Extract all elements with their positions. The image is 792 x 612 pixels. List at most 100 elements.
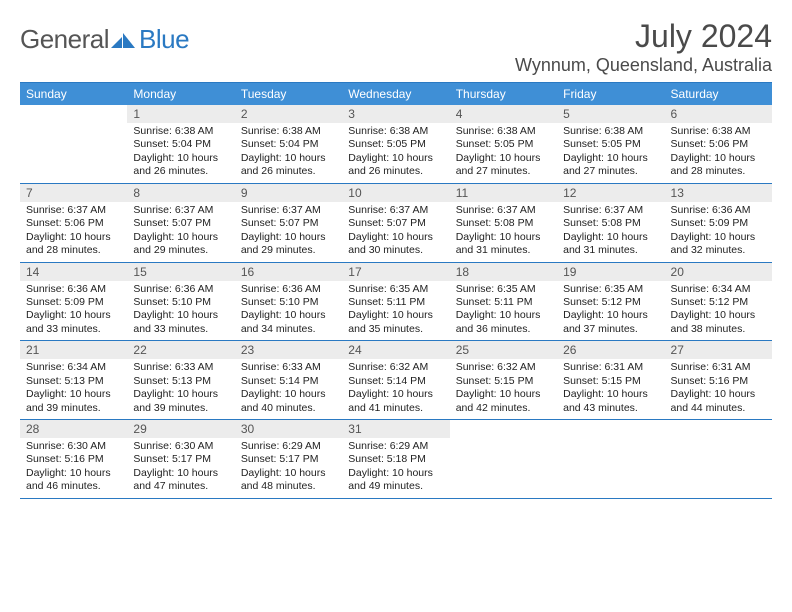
daybody-row: Sunrise: 6:30 AMSunset: 5:16 PMDaylight:… (20, 438, 772, 498)
day-info-line: Sunset: 5:14 PM (241, 375, 338, 388)
day-info-line: Daylight: 10 hours and 34 minutes. (241, 309, 338, 336)
day-number: 30 (235, 420, 342, 438)
day-info-line: Sunset: 5:18 PM (348, 453, 445, 466)
day-info-line: Daylight: 10 hours and 28 minutes. (26, 231, 123, 258)
day-info-line: Sunset: 5:17 PM (241, 453, 338, 466)
daynum-bar: 123456 (20, 105, 772, 123)
day-cell: Sunrise: 6:36 AMSunset: 5:09 PMDaylight:… (20, 281, 127, 341)
day-info-line: Sunset: 5:04 PM (241, 138, 338, 151)
day-cell: Sunrise: 6:31 AMSunset: 5:15 PMDaylight:… (557, 359, 664, 419)
day-info-line: Sunset: 5:05 PM (563, 138, 660, 151)
day-info-line: Daylight: 10 hours and 30 minutes. (348, 231, 445, 258)
day-info-line: Sunset: 5:16 PM (671, 375, 768, 388)
day-info-line: Sunrise: 6:34 AM (26, 361, 123, 374)
day-info-line: Sunset: 5:06 PM (671, 138, 768, 151)
day-info-line: Daylight: 10 hours and 48 minutes. (241, 467, 338, 494)
day-info-line: Sunrise: 6:35 AM (456, 283, 553, 296)
day-info-line: Daylight: 10 hours and 39 minutes. (133, 388, 230, 415)
day-number: 4 (450, 105, 557, 123)
daynum-bar: 28293031 (20, 420, 772, 438)
day-header: Tuesday (235, 83, 342, 105)
day-header: Friday (557, 83, 664, 105)
day-cell: Sunrise: 6:37 AMSunset: 5:06 PMDaylight:… (20, 202, 127, 262)
day-info-line: Sunset: 5:10 PM (241, 296, 338, 309)
day-number (20, 105, 127, 123)
day-info-line: Sunset: 5:09 PM (26, 296, 123, 309)
day-number: 26 (557, 341, 664, 359)
brand-mark-icon (111, 30, 137, 50)
day-info-line: Sunset: 5:06 PM (26, 217, 123, 230)
day-cell: Sunrise: 6:35 AMSunset: 5:11 PMDaylight:… (450, 281, 557, 341)
day-info-line: Daylight: 10 hours and 33 minutes. (26, 309, 123, 336)
day-info-line: Sunset: 5:07 PM (133, 217, 230, 230)
day-info-line: Sunset: 5:08 PM (563, 217, 660, 230)
day-info-line: Daylight: 10 hours and 43 minutes. (563, 388, 660, 415)
day-header: Wednesday (342, 83, 449, 105)
day-info-line: Sunrise: 6:37 AM (133, 204, 230, 217)
day-number: 18 (450, 263, 557, 281)
day-number: 28 (20, 420, 127, 438)
day-info-line: Sunrise: 6:37 AM (26, 204, 123, 217)
day-number: 31 (342, 420, 449, 438)
day-info-line: Sunrise: 6:32 AM (456, 361, 553, 374)
day-info-line: Daylight: 10 hours and 26 minutes. (133, 152, 230, 179)
day-cell: Sunrise: 6:33 AMSunset: 5:14 PMDaylight:… (235, 359, 342, 419)
day-info-line: Sunset: 5:13 PM (133, 375, 230, 388)
day-info-line: Daylight: 10 hours and 31 minutes. (563, 231, 660, 258)
day-info-line: Sunset: 5:08 PM (456, 217, 553, 230)
calendar-page: General Blue July 2024 Wynnum, Queenslan… (0, 0, 792, 509)
day-cell: Sunrise: 6:34 AMSunset: 5:13 PMDaylight:… (20, 359, 127, 419)
daybody-row: Sunrise: 6:36 AMSunset: 5:09 PMDaylight:… (20, 281, 772, 341)
day-cell: Sunrise: 6:32 AMSunset: 5:14 PMDaylight:… (342, 359, 449, 419)
calendar-header-row: Sunday Monday Tuesday Wednesday Thursday… (20, 83, 772, 105)
day-info-line: Sunrise: 6:36 AM (241, 283, 338, 296)
day-info-line: Sunrise: 6:29 AM (348, 440, 445, 453)
daynum-bar: 21222324252627 (20, 341, 772, 359)
day-number: 24 (342, 341, 449, 359)
day-info-line: Daylight: 10 hours and 29 minutes. (241, 231, 338, 258)
calendar-week-row: 28293031Sunrise: 6:30 AMSunset: 5:16 PMD… (20, 420, 772, 499)
brand-text-1: General (20, 24, 109, 55)
day-cell: Sunrise: 6:35 AMSunset: 5:12 PMDaylight:… (557, 281, 664, 341)
day-cell: Sunrise: 6:30 AMSunset: 5:16 PMDaylight:… (20, 438, 127, 498)
day-info-line: Sunrise: 6:33 AM (133, 361, 230, 374)
day-info-line: Daylight: 10 hours and 44 minutes. (671, 388, 768, 415)
day-cell: Sunrise: 6:38 AMSunset: 5:05 PMDaylight:… (342, 123, 449, 183)
day-info-line: Sunset: 5:12 PM (563, 296, 660, 309)
day-cell (20, 123, 127, 183)
day-number: 7 (20, 184, 127, 202)
day-info-line: Sunset: 5:07 PM (241, 217, 338, 230)
day-info-line: Sunset: 5:05 PM (348, 138, 445, 151)
day-number: 25 (450, 341, 557, 359)
day-number: 11 (450, 184, 557, 202)
day-info-line: Sunset: 5:11 PM (456, 296, 553, 309)
day-info-line: Sunrise: 6:38 AM (133, 125, 230, 138)
day-info-line: Sunset: 5:07 PM (348, 217, 445, 230)
day-cell (450, 438, 557, 498)
day-info-line: Sunset: 5:09 PM (671, 217, 768, 230)
day-cell: Sunrise: 6:38 AMSunset: 5:06 PMDaylight:… (665, 123, 772, 183)
day-info-line: Daylight: 10 hours and 38 minutes. (671, 309, 768, 336)
day-cell: Sunrise: 6:32 AMSunset: 5:15 PMDaylight:… (450, 359, 557, 419)
day-cell (665, 438, 772, 498)
day-info-line: Sunset: 5:05 PM (456, 138, 553, 151)
day-cell: Sunrise: 6:38 AMSunset: 5:04 PMDaylight:… (127, 123, 234, 183)
day-info-line: Sunrise: 6:36 AM (26, 283, 123, 296)
day-info-line: Daylight: 10 hours and 39 minutes. (26, 388, 123, 415)
day-info-line: Sunrise: 6:31 AM (563, 361, 660, 374)
calendar-week-row: 14151617181920Sunrise: 6:36 AMSunset: 5:… (20, 263, 772, 342)
day-cell: Sunrise: 6:37 AMSunset: 5:07 PMDaylight:… (342, 202, 449, 262)
day-number (557, 420, 664, 438)
day-info-line: Daylight: 10 hours and 27 minutes. (456, 152, 553, 179)
daybody-row: Sunrise: 6:38 AMSunset: 5:04 PMDaylight:… (20, 123, 772, 183)
day-number: 19 (557, 263, 664, 281)
brand-logo: General Blue (20, 18, 189, 55)
day-cell: Sunrise: 6:30 AMSunset: 5:17 PMDaylight:… (127, 438, 234, 498)
day-number: 14 (20, 263, 127, 281)
daynum-bar: 14151617181920 (20, 263, 772, 281)
day-info-line: Sunset: 5:17 PM (133, 453, 230, 466)
day-info-line: Daylight: 10 hours and 26 minutes. (241, 152, 338, 179)
day-number: 15 (127, 263, 234, 281)
day-info-line: Daylight: 10 hours and 35 minutes. (348, 309, 445, 336)
day-cell: Sunrise: 6:36 AMSunset: 5:10 PMDaylight:… (127, 281, 234, 341)
